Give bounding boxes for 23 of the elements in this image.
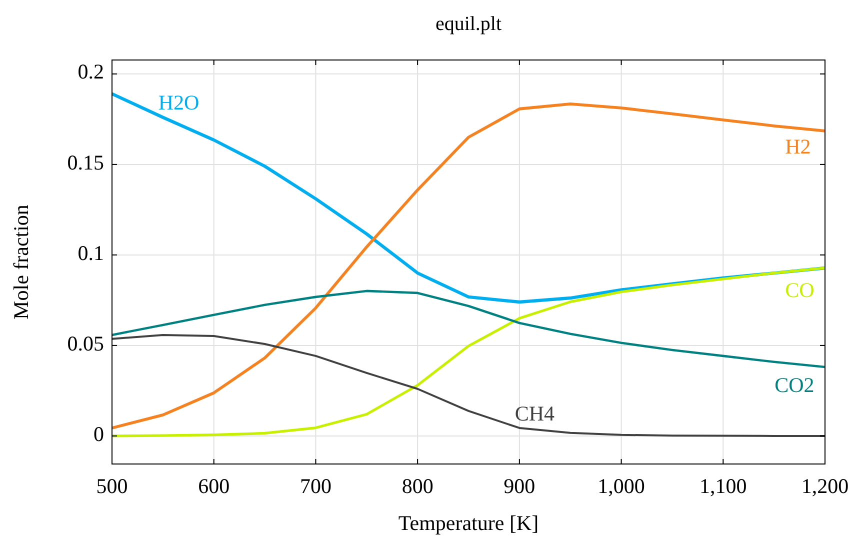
line-series <box>110 266 826 438</box>
series-label: H2O <box>158 90 200 114</box>
series-label: CH4 <box>514 401 556 426</box>
y-tick-label: 0 <box>94 422 104 446</box>
y-tick-label: 0.05 <box>67 331 104 356</box>
x-tick-label: 800 <box>402 474 434 498</box>
x-tick-label: 500 <box>96 474 128 498</box>
series-label: CO2 <box>774 373 814 398</box>
x-axis-title: Temperature [K] <box>398 511 539 535</box>
line-series <box>111 334 826 437</box>
series-label: CO <box>785 278 814 302</box>
x-tick-label: 1,200 <box>801 474 849 498</box>
y-tick-label: 0.1 <box>78 240 104 265</box>
y-axis-title: Mole fraction <box>9 204 33 320</box>
x-tick-label: 600 <box>198 474 230 498</box>
series-label: H2 <box>785 134 811 159</box>
x-tick-label: 700 <box>300 474 332 498</box>
x-tick-label: 1,000 <box>598 474 645 498</box>
chart-title: equil.plt <box>435 13 502 35</box>
y-tick-label: 0.2 <box>78 60 104 84</box>
x-tick-label: 1,100 <box>700 474 747 498</box>
x-tick-label: 900 <box>504 474 536 498</box>
y-tick-label: 0.15 <box>67 150 104 174</box>
